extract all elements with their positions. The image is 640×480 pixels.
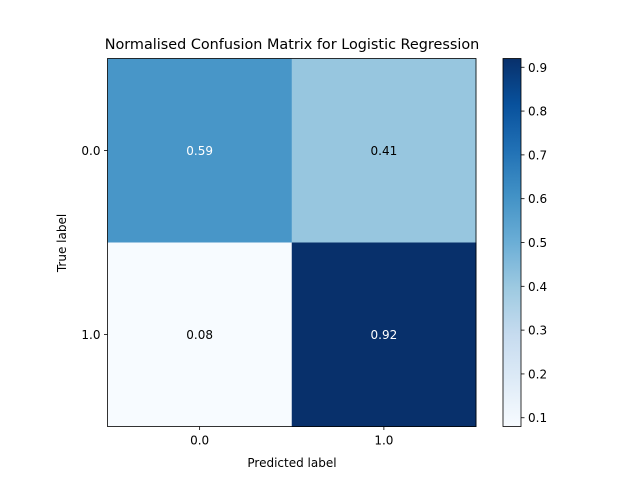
cell-value-label-0-1: 0.41	[371, 144, 398, 158]
x-tick-label-1: 1.0	[374, 434, 393, 448]
heatmap-cell-0-1	[291, 58, 477, 243]
colorbar-tick-label-2: 0.3	[528, 324, 547, 338]
colorbar-tick-label-6: 0.7	[528, 148, 547, 162]
x-axis-label: Predicted label	[247, 456, 336, 470]
heatmap-cell-1-1	[291, 242, 477, 427]
heatmap-cells	[107, 58, 477, 427]
colorbar-tick-label-3: 0.4	[528, 280, 547, 294]
chart-title: Normalised Confusion Matrix for Logistic…	[105, 37, 480, 53]
heatmap-cell-0-0	[107, 58, 293, 243]
colorbar-tick-label-1: 0.2	[528, 367, 547, 381]
x-axis-ticks: 0.0 1.0	[190, 426, 393, 448]
y-axis-ticks: 0.0 1.0	[81, 144, 108, 342]
x-tick-label-0: 0.0	[190, 434, 209, 448]
y-axis-label: True label	[55, 214, 69, 273]
colorbar-tick-label-4: 0.5	[528, 236, 547, 250]
cell-value-label-0-0: 0.59	[186, 144, 213, 158]
heatmap-cell-1-0	[107, 242, 293, 427]
plot-frame	[107, 58, 477, 427]
cell-value-label-1-1: 0.92	[371, 328, 398, 342]
y-tick-label-1: 1.0	[81, 328, 100, 342]
colorbar-tick-label-0: 0.1	[528, 411, 547, 425]
y-tick-label-0: 0.0	[81, 144, 100, 158]
colorbar	[503, 58, 521, 427]
heatmap-cell-labels: 0.59 0.41 0.08 0.92	[186, 144, 397, 342]
colorbar-tick-label-8: 0.9	[528, 61, 547, 75]
colorbar-tick-label-5: 0.6	[528, 192, 547, 206]
colorbar-ticks: 0.1 0.2 0.3 0.4 0.5 0.6 0.7 0.8 0.9	[521, 61, 547, 425]
cell-value-label-1-0: 0.08	[186, 328, 213, 342]
colorbar-tick-label-7: 0.8	[528, 105, 547, 119]
